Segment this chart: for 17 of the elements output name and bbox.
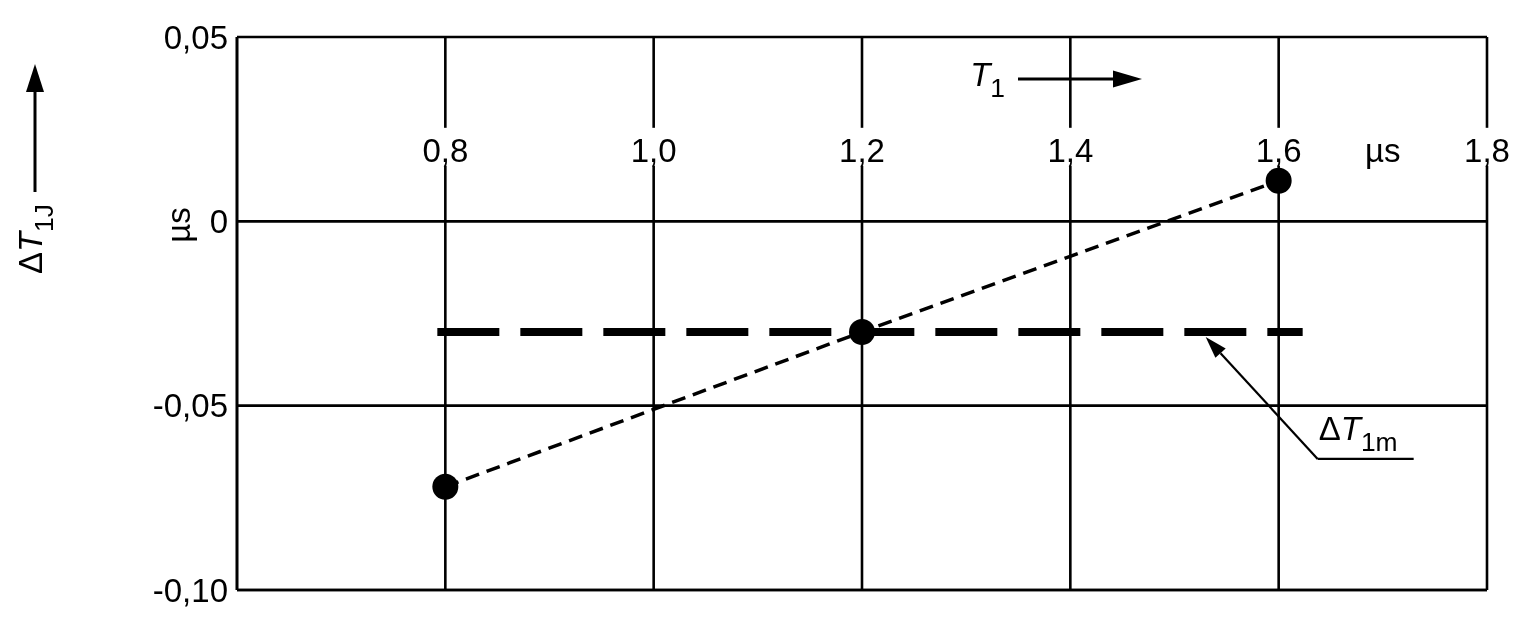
point [849,318,875,345]
x-tick-label: 1,2 [839,131,885,169]
x-tick-label: 1,0 [630,131,677,169]
x-axis-title: T$_{1}$ [970,56,1005,103]
x-tick-label: 1,8 [1464,131,1510,169]
annotation: µs [1365,131,1401,169]
point [432,473,459,500]
y-tick-label: 0 [209,203,228,241]
point [1265,167,1292,194]
x-tick-label: 0,8 [422,131,469,169]
ref-line-label: ΔT$_{1m}$ [1318,409,1398,457]
y-tick-label: 0,05 [163,18,228,56]
y-tick-label: -0,05 [152,387,228,425]
x-tick-label: 1,6 [1255,131,1302,169]
text: µs [160,207,197,243]
y-tick-label: -0,10 [152,571,228,609]
x-tick-label: 1,4 [1047,131,1094,169]
